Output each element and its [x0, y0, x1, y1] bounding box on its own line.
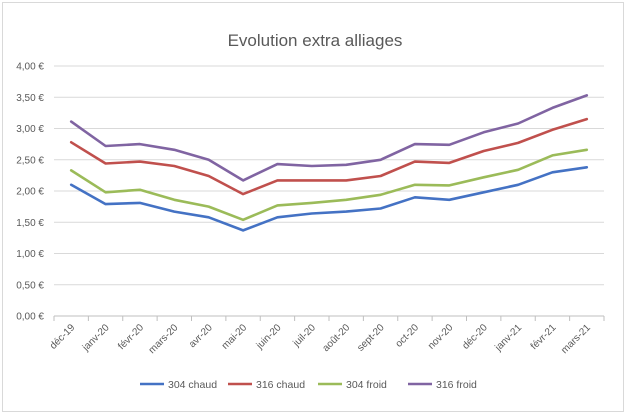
- x-tick-label: févr-20: [116, 322, 146, 352]
- y-tick-label: 1,50 €: [16, 218, 44, 229]
- x-tick-label: déc-20: [460, 322, 490, 352]
- y-tick-label: 2,50 €: [16, 155, 44, 166]
- y-tick-label: 0,50 €: [16, 280, 44, 291]
- x-axis: déc-19 janv-20 févr-20 mars-20 avr-20 mai-20 j…: [48, 316, 605, 356]
- x-tick-label: déc-19: [48, 322, 78, 352]
- legend-label: 304 froid: [346, 379, 387, 391]
- y-axis: 0,00 € 0,50 € 1,00 € 1,50 € 2,00 € 2,50 € 3,00…: [16, 62, 44, 323]
- x-tick-label: févr-21: [529, 322, 559, 352]
- x-tick-label: sept-20: [355, 322, 387, 354]
- series-line: [69, 94, 589, 182]
- y-tick-label: 4,00 €: [16, 62, 44, 73]
- y-tick-label: 3,00 €: [16, 124, 44, 135]
- legend-label: 316 chaud: [256, 379, 305, 391]
- series-line: [69, 166, 589, 232]
- grid-lines: [54, 65, 604, 317]
- x-tick-label: mars-21: [559, 322, 593, 356]
- x-tick-label: janv-20: [80, 322, 112, 354]
- x-tick-label: oct-20: [394, 322, 422, 350]
- series-lines: [69, 94, 589, 232]
- y-tick-label: 0,00 €: [16, 312, 44, 323]
- x-tick-label: nov-20: [426, 322, 456, 352]
- x-tick-label: juil-20: [291, 322, 319, 350]
- x-tick-label: mars-20: [147, 322, 181, 356]
- series-line: [69, 148, 589, 222]
- x-tick-label: juin-20: [254, 322, 284, 352]
- series-line: [69, 117, 589, 196]
- x-tick-label: mai-20: [220, 322, 250, 352]
- x-tick-label: août-20: [321, 322, 353, 354]
- chart-title: Evolution extra alliages: [228, 31, 403, 50]
- legend-label: 316 froid: [436, 379, 477, 391]
- x-tick-label: janv-21: [492, 322, 524, 354]
- legend: 304 chaud 316 chaud 304 froid 316 froid: [140, 379, 477, 391]
- legend-label: 304 chaud: [168, 379, 217, 391]
- x-tick-label: avr-20: [187, 322, 215, 350]
- chart-frame: [2, 2, 624, 412]
- y-tick-label: 3,50 €: [16, 93, 44, 104]
- y-tick-label: 1,00 €: [16, 249, 44, 260]
- y-tick-label: 2,00 €: [16, 187, 44, 198]
